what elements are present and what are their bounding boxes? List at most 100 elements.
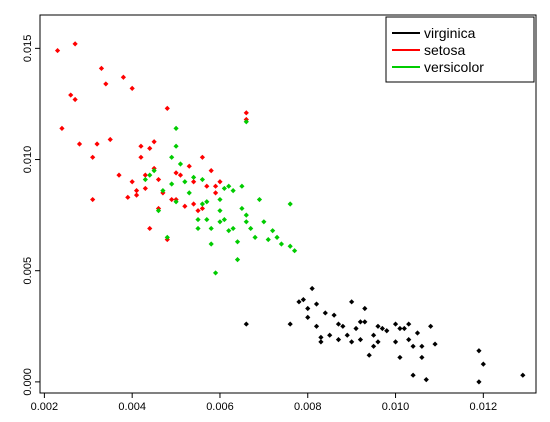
data-point-virginica xyxy=(366,352,372,358)
data-point-setosa xyxy=(195,208,201,214)
x-tick-label: 0.010 xyxy=(382,401,410,413)
data-point-setosa xyxy=(120,74,126,80)
data-point-versicolor xyxy=(217,196,223,203)
data-point-virginica xyxy=(362,319,368,325)
data-point-virginica xyxy=(357,337,364,343)
data-point-virginica xyxy=(370,332,377,338)
data-point-virginica xyxy=(344,332,350,338)
data-point-versicolor xyxy=(221,216,227,223)
data-point-setosa xyxy=(142,172,148,178)
data-point-virginica xyxy=(423,377,429,383)
data-point-setosa xyxy=(76,141,83,147)
data-point-versicolor xyxy=(199,201,206,207)
data-point-virginica xyxy=(397,325,403,332)
data-point-virginica xyxy=(327,332,333,338)
x-tick-label: 0.004 xyxy=(118,401,146,413)
data-point-setosa xyxy=(133,192,140,198)
legend-label-virginica: virginica xyxy=(424,25,476,41)
data-point-versicolor xyxy=(230,188,236,194)
data-point-setosa xyxy=(243,110,249,116)
data-point-setosa xyxy=(142,185,148,192)
data-point-virginica xyxy=(313,301,320,307)
y-tick-label: 0.010 xyxy=(22,146,34,174)
data-point-virginica xyxy=(419,343,425,349)
data-point-versicolor xyxy=(243,212,249,218)
data-point-virginica xyxy=(480,361,486,367)
data-point-setosa xyxy=(204,183,210,189)
data-point-versicolor xyxy=(155,208,162,214)
data-point-setosa xyxy=(151,139,157,145)
data-point-versicolor xyxy=(208,241,214,247)
data-point-virginica xyxy=(349,339,355,345)
data-point-virginica xyxy=(432,341,438,347)
data-points xyxy=(54,41,526,385)
data-point-setosa xyxy=(199,154,206,160)
data-point-setosa xyxy=(177,172,184,178)
data-point-versicolor xyxy=(177,161,184,167)
data-point-versicolor xyxy=(186,190,192,196)
data-point-virginica xyxy=(362,305,368,312)
data-point-setosa xyxy=(212,190,219,196)
data-point-virginica xyxy=(375,339,381,345)
data-point-versicolor xyxy=(230,225,236,232)
y-tick-label: 0.000 xyxy=(22,368,34,396)
data-point-virginica xyxy=(340,323,346,329)
data-point-setosa xyxy=(129,179,135,185)
x-tick-label: 0.012 xyxy=(470,401,498,413)
data-point-setosa xyxy=(90,154,96,160)
series-versicolor xyxy=(142,119,298,276)
data-point-virginica xyxy=(331,312,337,318)
data-point-virginica xyxy=(414,330,421,336)
data-point-versicolor xyxy=(182,179,188,185)
data-point-virginica xyxy=(243,321,249,327)
data-point-versicolor xyxy=(195,216,201,223)
data-point-versicolor xyxy=(265,236,271,243)
series-virginica xyxy=(243,285,526,385)
data-point-virginica xyxy=(296,299,302,305)
data-point-versicolor xyxy=(195,225,201,232)
data-point-versicolor xyxy=(204,199,210,205)
data-point-versicolor xyxy=(151,168,157,174)
data-point-versicolor xyxy=(212,270,219,276)
data-point-setosa xyxy=(138,143,144,149)
data-point-virginica xyxy=(309,285,315,292)
data-point-virginica xyxy=(318,339,324,345)
data-point-setosa xyxy=(68,92,74,98)
data-point-setosa xyxy=(98,65,105,71)
series-setosa xyxy=(54,41,249,243)
data-point-versicolor xyxy=(191,174,197,180)
data-point-setosa xyxy=(125,194,131,200)
data-point-virginica xyxy=(305,314,311,320)
data-point-versicolor xyxy=(221,185,227,192)
y-tick-label: 0.015 xyxy=(22,35,34,63)
legend-label-setosa: setosa xyxy=(424,42,465,58)
data-point-versicolor xyxy=(226,183,232,189)
data-point-versicolor xyxy=(287,201,293,207)
data-point-setosa xyxy=(107,136,113,143)
data-point-setosa xyxy=(133,188,140,194)
data-point-virginica xyxy=(392,339,399,345)
data-point-virginica xyxy=(313,323,320,329)
data-point-versicolor xyxy=(173,125,179,131)
data-point-versicolor xyxy=(243,119,249,125)
data-point-virginica xyxy=(476,379,482,385)
data-point-setosa xyxy=(129,85,135,91)
data-point-versicolor xyxy=(234,239,241,245)
data-point-virginica xyxy=(410,372,416,378)
data-point-virginica xyxy=(349,299,355,305)
data-point-virginica xyxy=(397,354,403,361)
data-point-setosa xyxy=(59,125,65,131)
data-point-versicolor xyxy=(147,172,153,178)
data-point-setosa xyxy=(54,47,61,54)
y-axis: 0.000 0.005 0.010 0.015 xyxy=(22,35,40,396)
data-point-versicolor xyxy=(270,228,276,234)
data-point-virginica xyxy=(335,337,342,343)
data-point-setosa xyxy=(147,145,153,152)
data-point-setosa xyxy=(191,179,197,185)
data-point-versicolor xyxy=(291,248,298,254)
data-point-virginica xyxy=(287,321,293,327)
data-point-virginica xyxy=(335,321,342,327)
data-point-setosa xyxy=(94,141,100,147)
data-point-versicolor xyxy=(173,199,179,205)
data-point-virginica xyxy=(318,334,324,341)
